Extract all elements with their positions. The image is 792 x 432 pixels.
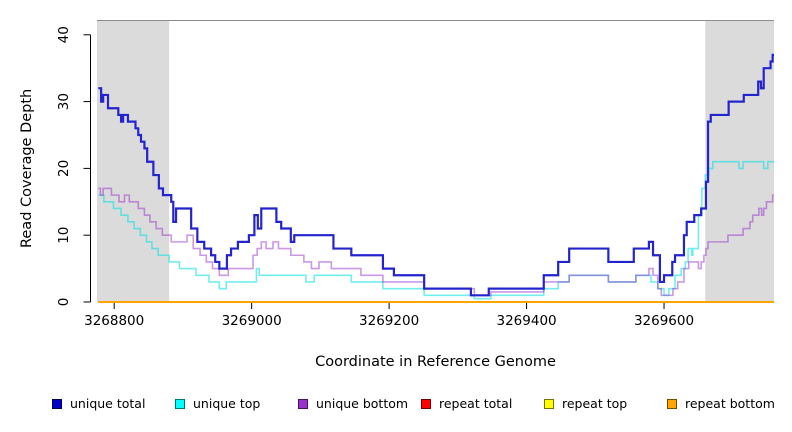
legend-item: repeat top [544, 396, 667, 411]
legend-label: repeat bottom [685, 396, 775, 411]
y-tick-label: 20 [56, 160, 72, 177]
x-axis-title: Coordinate in Reference Genome [315, 354, 556, 370]
legend-item: unique total [52, 396, 175, 411]
legend-swatch-icon [421, 399, 431, 410]
legend-label: repeat top [562, 396, 628, 411]
legend-item: repeat total [421, 396, 544, 411]
legend-item: repeat bottom [667, 396, 790, 411]
legend-swatch-icon [667, 399, 677, 410]
series-line-unique-top [98, 160, 774, 300]
legend-swatch-icon [544, 399, 554, 410]
series-line-unique-total [98, 53, 774, 297]
masked-region [97, 20, 170, 302]
legend-swatch-icon [175, 399, 185, 410]
legend-label: unique bottom [316, 396, 409, 411]
legend-swatch-icon [52, 399, 62, 410]
legend-label: repeat total [439, 396, 513, 411]
coverage-plot: 0 10 20 30 40 Read Coverage Depth 3268800 32690… [19, 20, 774, 370]
legend-item: unique top [175, 396, 298, 411]
y-tick-label: 10 [56, 227, 72, 244]
legend: unique total unique top unique bottom repea… [52, 396, 790, 411]
y-tick-label: 0 [56, 298, 72, 307]
legend-swatch-icon [298, 399, 308, 410]
coverage-plot-canvas: 0 10 20 30 40 Read Coverage Depth 3268800 32690… [19, 20, 774, 370]
series-line-unique-bottom [98, 187, 774, 297]
y-axis-title: Read Coverage Depth [19, 89, 35, 248]
x-tick-label: 3269600 [634, 313, 694, 329]
x-tick-label: 3269000 [222, 313, 282, 329]
legend-item: unique bottom [298, 396, 421, 411]
legend-label: unique top [193, 396, 261, 411]
y-tick-label: 30 [56, 93, 72, 110]
y-tick-label: 40 [56, 26, 72, 43]
x-tick-label: 3268800 [84, 313, 144, 329]
x-tick-label: 3269200 [359, 313, 419, 329]
x-tick-label: 3269400 [497, 313, 557, 329]
legend-label: unique total [70, 396, 146, 411]
